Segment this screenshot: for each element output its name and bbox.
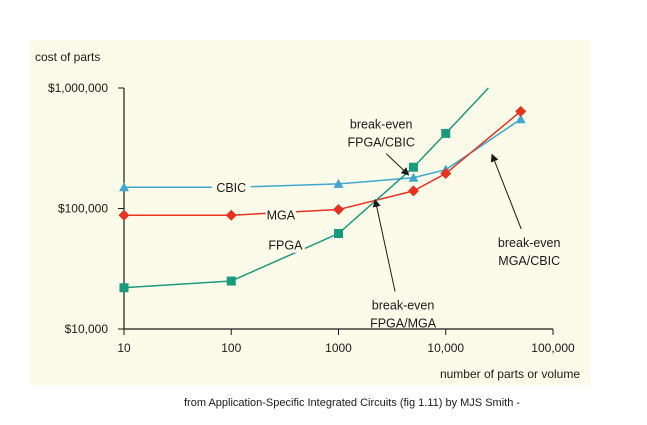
x-tick-label: 10 <box>117 341 131 355</box>
series-cbic: CBIC <box>119 114 526 196</box>
annotation-arrow <box>490 153 522 230</box>
annotation-text: break-even <box>350 118 413 132</box>
x-tick-label: 100 <box>221 341 241 355</box>
annotation-1: break-even FPGA/CBIC <box>347 118 415 176</box>
annotation-layer: break-evenFPGA/CBICbreak-evenFPGA/MGAbre… <box>347 118 560 331</box>
annotation-3: break-even MGA/CBIC <box>490 153 561 268</box>
data-point-mga <box>440 168 452 180</box>
data-point-fpga <box>408 162 418 172</box>
annotation-arrow <box>385 153 410 176</box>
series-label-fpga: FPGA <box>268 238 303 252</box>
data-point-fpga <box>334 229 343 239</box>
annotation-text: break-even <box>498 236 561 250</box>
data-point-cbic <box>119 182 129 192</box>
x-tick-label: 10,000 <box>427 341 464 355</box>
annotation-arrow <box>372 198 396 292</box>
series-label-cbic: CBIC <box>216 181 246 195</box>
data-point-mga <box>333 204 344 216</box>
series-label-bg <box>266 236 305 253</box>
y-axis-title: cost of parts <box>35 50 100 64</box>
data-point-mga <box>225 209 237 221</box>
data-point-fpga <box>441 128 451 138</box>
data-point-mga <box>515 105 527 117</box>
data-point-mga <box>407 185 419 197</box>
annotation-2: break-even FPGA/MGA <box>370 198 437 331</box>
series-layer: CBIC MGA FPGA <box>118 87 527 293</box>
annotation-text: FPGA/MGA <box>370 317 437 331</box>
y-tick-label: $1,000,000 <box>48 81 108 95</box>
annotation-text: MGA/CBIC <box>498 254 560 268</box>
series-line-cbic <box>124 118 522 189</box>
x-axis-title: number of parts or volume <box>440 367 580 381</box>
series-line-mga <box>124 110 522 216</box>
x-tick-label: 100,000 <box>531 341 575 355</box>
data-point-mga <box>118 209 130 221</box>
figure-caption: from Application-Specific Integrated Cir… <box>184 397 521 409</box>
series-mga: MGA <box>118 105 527 224</box>
series-label-bg <box>211 179 251 196</box>
y-tick-label: $100,000 <box>58 202 108 216</box>
data-point-cbic <box>408 172 419 182</box>
annotation-text: break-even <box>372 299 435 313</box>
axes: 10 100 1000 10,000 100,000 $10,000 $100,000 $1,… <box>48 81 575 355</box>
y-tick-label: $10,000 <box>65 322 109 336</box>
series-fpga: FPGA <box>119 87 489 293</box>
data-point-fpga <box>119 283 129 293</box>
data-point-fpga <box>226 276 236 286</box>
annotation-text: FPGA/CBIC <box>347 136 414 150</box>
series-label-bg <box>265 207 297 224</box>
data-point-cbic <box>515 114 526 124</box>
x-tick-label: 1000 <box>325 341 352 355</box>
data-point-cbic <box>333 178 344 188</box>
series-label-mga: MGA <box>267 209 296 223</box>
